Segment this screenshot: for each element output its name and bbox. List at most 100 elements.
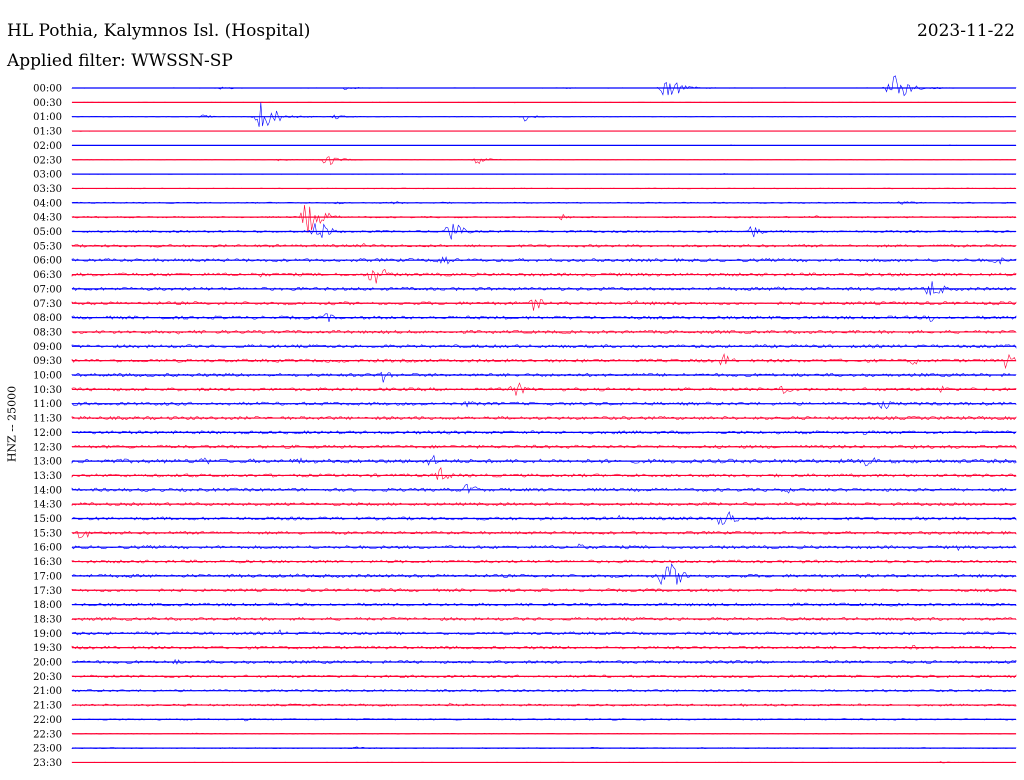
seismic-trace [71, 467, 1017, 480]
row-time-label: 13:00 [33, 457, 62, 468]
seismic-trace [71, 563, 1017, 586]
seismic-trace [71, 658, 1017, 665]
seismic-trace [71, 732, 1017, 735]
seismic-trace [71, 718, 1017, 722]
seismic-trace [71, 674, 1017, 679]
seismic-trace [71, 173, 1017, 175]
seismic-trace [71, 430, 1017, 435]
seismic-trace [71, 602, 1017, 607]
seismic-trace [71, 75, 1017, 97]
seismic-trace [71, 382, 1017, 396]
row-time-label: 13:30 [33, 471, 62, 482]
row-time-label: 15:00 [33, 514, 62, 525]
row-time-label: 22:00 [33, 715, 62, 726]
row-time-label: 00:30 [33, 98, 62, 109]
seismic-trace [71, 616, 1017, 622]
row-time-label: 12:00 [33, 428, 62, 439]
row-time-label: 05:30 [33, 241, 62, 252]
seismic-trace [71, 101, 1017, 104]
seismic-trace [71, 454, 1017, 467]
row-time-label: 05:00 [33, 227, 62, 238]
seismic-trace [71, 187, 1017, 190]
seismic-trace [71, 629, 1017, 636]
seismic-trace [71, 281, 1017, 296]
row-time-label: 12:30 [33, 442, 62, 453]
row-time-label: 16:00 [33, 543, 62, 554]
row-time-label: 11:30 [33, 414, 62, 425]
seismic-trace [71, 400, 1017, 410]
seismic-trace [71, 205, 1017, 233]
row-time-label: 04:30 [33, 213, 62, 224]
station-title: HL Pothia, Kalymnos Isl. (Hospital) [7, 21, 311, 41]
row-time-label: 03:30 [33, 184, 62, 195]
seismic-trace [71, 256, 1017, 265]
seismic-trace [71, 344, 1017, 349]
row-time-label: 14:30 [33, 500, 62, 511]
seismic-trace [71, 502, 1017, 507]
row-time-label: 09:30 [33, 356, 62, 367]
tick-label-group: 00:00 00:30 01:00 01:30 02:00 02:30 03:00 03:30… [33, 84, 62, 769]
row-time-label: 22:30 [33, 729, 62, 740]
row-time-label: 02:30 [33, 155, 62, 166]
row-time-label: 09:00 [33, 342, 62, 353]
row-time-label: 00:00 [33, 84, 62, 95]
seismic-trace [71, 543, 1017, 552]
seismic-trace [71, 761, 1017, 764]
row-time-label: 08:00 [33, 313, 62, 324]
row-time-label: 16:30 [33, 557, 62, 568]
seismic-trace [71, 144, 1017, 146]
row-time-label: 01:00 [33, 112, 62, 123]
seismic-trace [71, 353, 1017, 370]
row-time-label: 01:30 [33, 127, 62, 138]
seismic-trace [71, 530, 1017, 539]
row-time-label: 08:30 [33, 327, 62, 338]
seismic-trace [71, 242, 1017, 248]
row-time-label: 17:30 [33, 586, 62, 597]
seismic-trace [71, 415, 1017, 421]
seismic-trace [71, 268, 1017, 284]
seismic-trace [71, 688, 1017, 693]
seismic-trace [71, 483, 1017, 494]
row-time-label: 02:00 [33, 141, 62, 152]
row-time-label: 14:00 [33, 485, 62, 496]
seismic-trace [71, 223, 1017, 240]
row-time-label: 10:00 [33, 371, 62, 382]
row-time-label: 19:30 [33, 643, 62, 654]
row-time-label: 20:00 [33, 658, 62, 669]
row-time-label: 06:30 [33, 270, 62, 281]
seismic-trace [71, 511, 1017, 526]
seismic-trace [71, 371, 1017, 383]
seismic-trace [71, 201, 1017, 205]
row-time-label: 21:00 [33, 686, 62, 697]
trace-group [71, 75, 1017, 764]
seismic-trace [71, 702, 1017, 707]
seismic-trace [71, 313, 1017, 322]
filter-label: Applied filter: WWSSN-SP [7, 51, 233, 71]
row-time-label: 17:00 [33, 571, 62, 582]
seismic-trace [71, 444, 1017, 450]
row-time-label: 18:30 [33, 614, 62, 625]
date-label: 2023-11-22 [916, 21, 1015, 41]
row-time-label: 06:00 [33, 256, 62, 267]
seismic-trace [71, 102, 1017, 127]
seismic-trace [71, 130, 1017, 132]
seismic-trace [71, 588, 1017, 593]
row-time-label: 04:00 [33, 198, 62, 209]
row-time-label: 19:00 [33, 629, 62, 640]
row-time-label: 23:30 [33, 758, 62, 769]
row-time-label: 11:00 [33, 399, 62, 410]
row-time-label: 20:30 [33, 672, 62, 683]
seismic-trace [71, 156, 1017, 166]
seismic-trace [71, 299, 1017, 311]
row-time-label: 23:00 [33, 744, 62, 755]
seismic-trace [71, 559, 1017, 564]
row-time-label: 03:00 [33, 170, 62, 181]
seismic-trace [71, 746, 1017, 750]
row-time-label: 15:30 [33, 528, 62, 539]
seismic-trace [71, 645, 1017, 650]
row-time-label: 10:30 [33, 385, 62, 396]
row-time-label: 07:00 [33, 284, 62, 295]
row-time-label: 21:30 [33, 701, 62, 712]
seismic-trace [71, 329, 1017, 335]
